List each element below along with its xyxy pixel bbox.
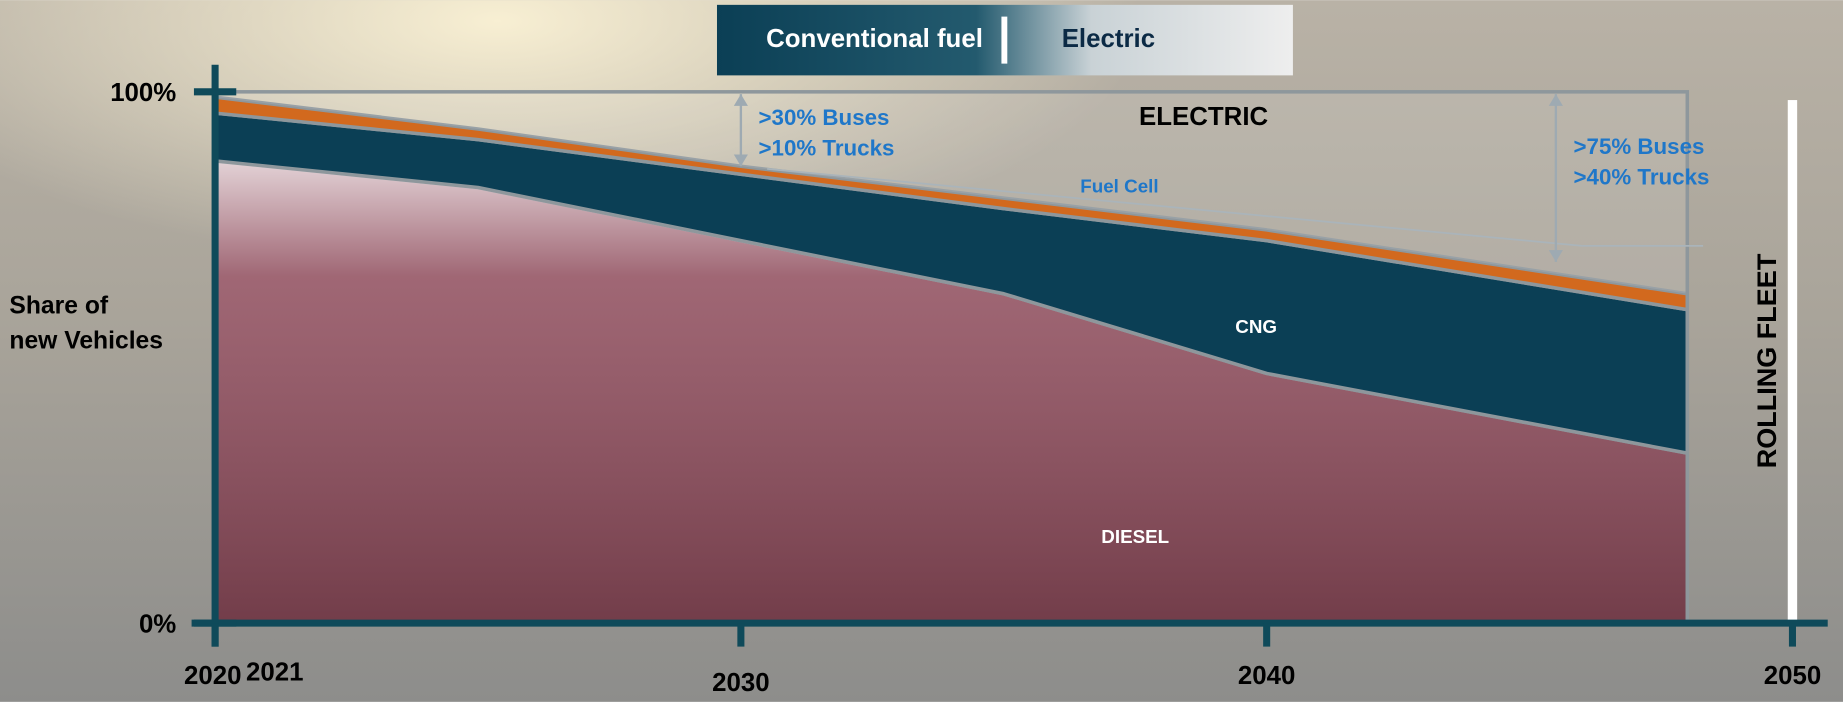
- arrow-head: [1548, 250, 1563, 262]
- header-legend-electric: Electric: [1062, 25, 1155, 53]
- x-tick-label: 2040: [1238, 662, 1296, 690]
- y-tick-label: 100%: [110, 79, 176, 107]
- annotation-text: >40% Trucks: [1573, 165, 1709, 190]
- fuel-cell-leader: [767, 167, 1583, 247]
- y-axis-label: Share of: [9, 292, 108, 319]
- rolling-fleet-bar: [1787, 100, 1798, 624]
- arrow-head: [733, 154, 748, 167]
- area-shading: [215, 160, 1688, 624]
- x-tick-label: 2050: [1764, 662, 1822, 690]
- arrow-head: [733, 94, 748, 106]
- series-label: CNG: [1235, 316, 1277, 337]
- y-axis-label: new Vehicles: [9, 328, 163, 355]
- header-legend-conventional: Conventional fuel: [766, 25, 983, 53]
- annotation-text: >10% Trucks: [759, 135, 895, 160]
- annotation-text: >75% Buses: [1573, 134, 1704, 159]
- annotation-text: >30% Buses: [759, 105, 890, 130]
- series-label: ELECTRIC: [1139, 103, 1268, 131]
- side-label: ROLLING FLEET: [1752, 253, 1782, 468]
- series-label: Fuel Cell: [1080, 175, 1158, 196]
- header-divider: [1001, 16, 1008, 64]
- x-tick-label: 2021: [246, 658, 304, 686]
- x-tick-label: 2020: [184, 662, 242, 690]
- arrow-head: [1548, 94, 1563, 106]
- series-label: DIESEL: [1101, 526, 1169, 547]
- area-electric: [215, 91, 1688, 294]
- x-tick-label: 2030: [712, 669, 770, 697]
- y-tick-label: 0%: [139, 610, 176, 638]
